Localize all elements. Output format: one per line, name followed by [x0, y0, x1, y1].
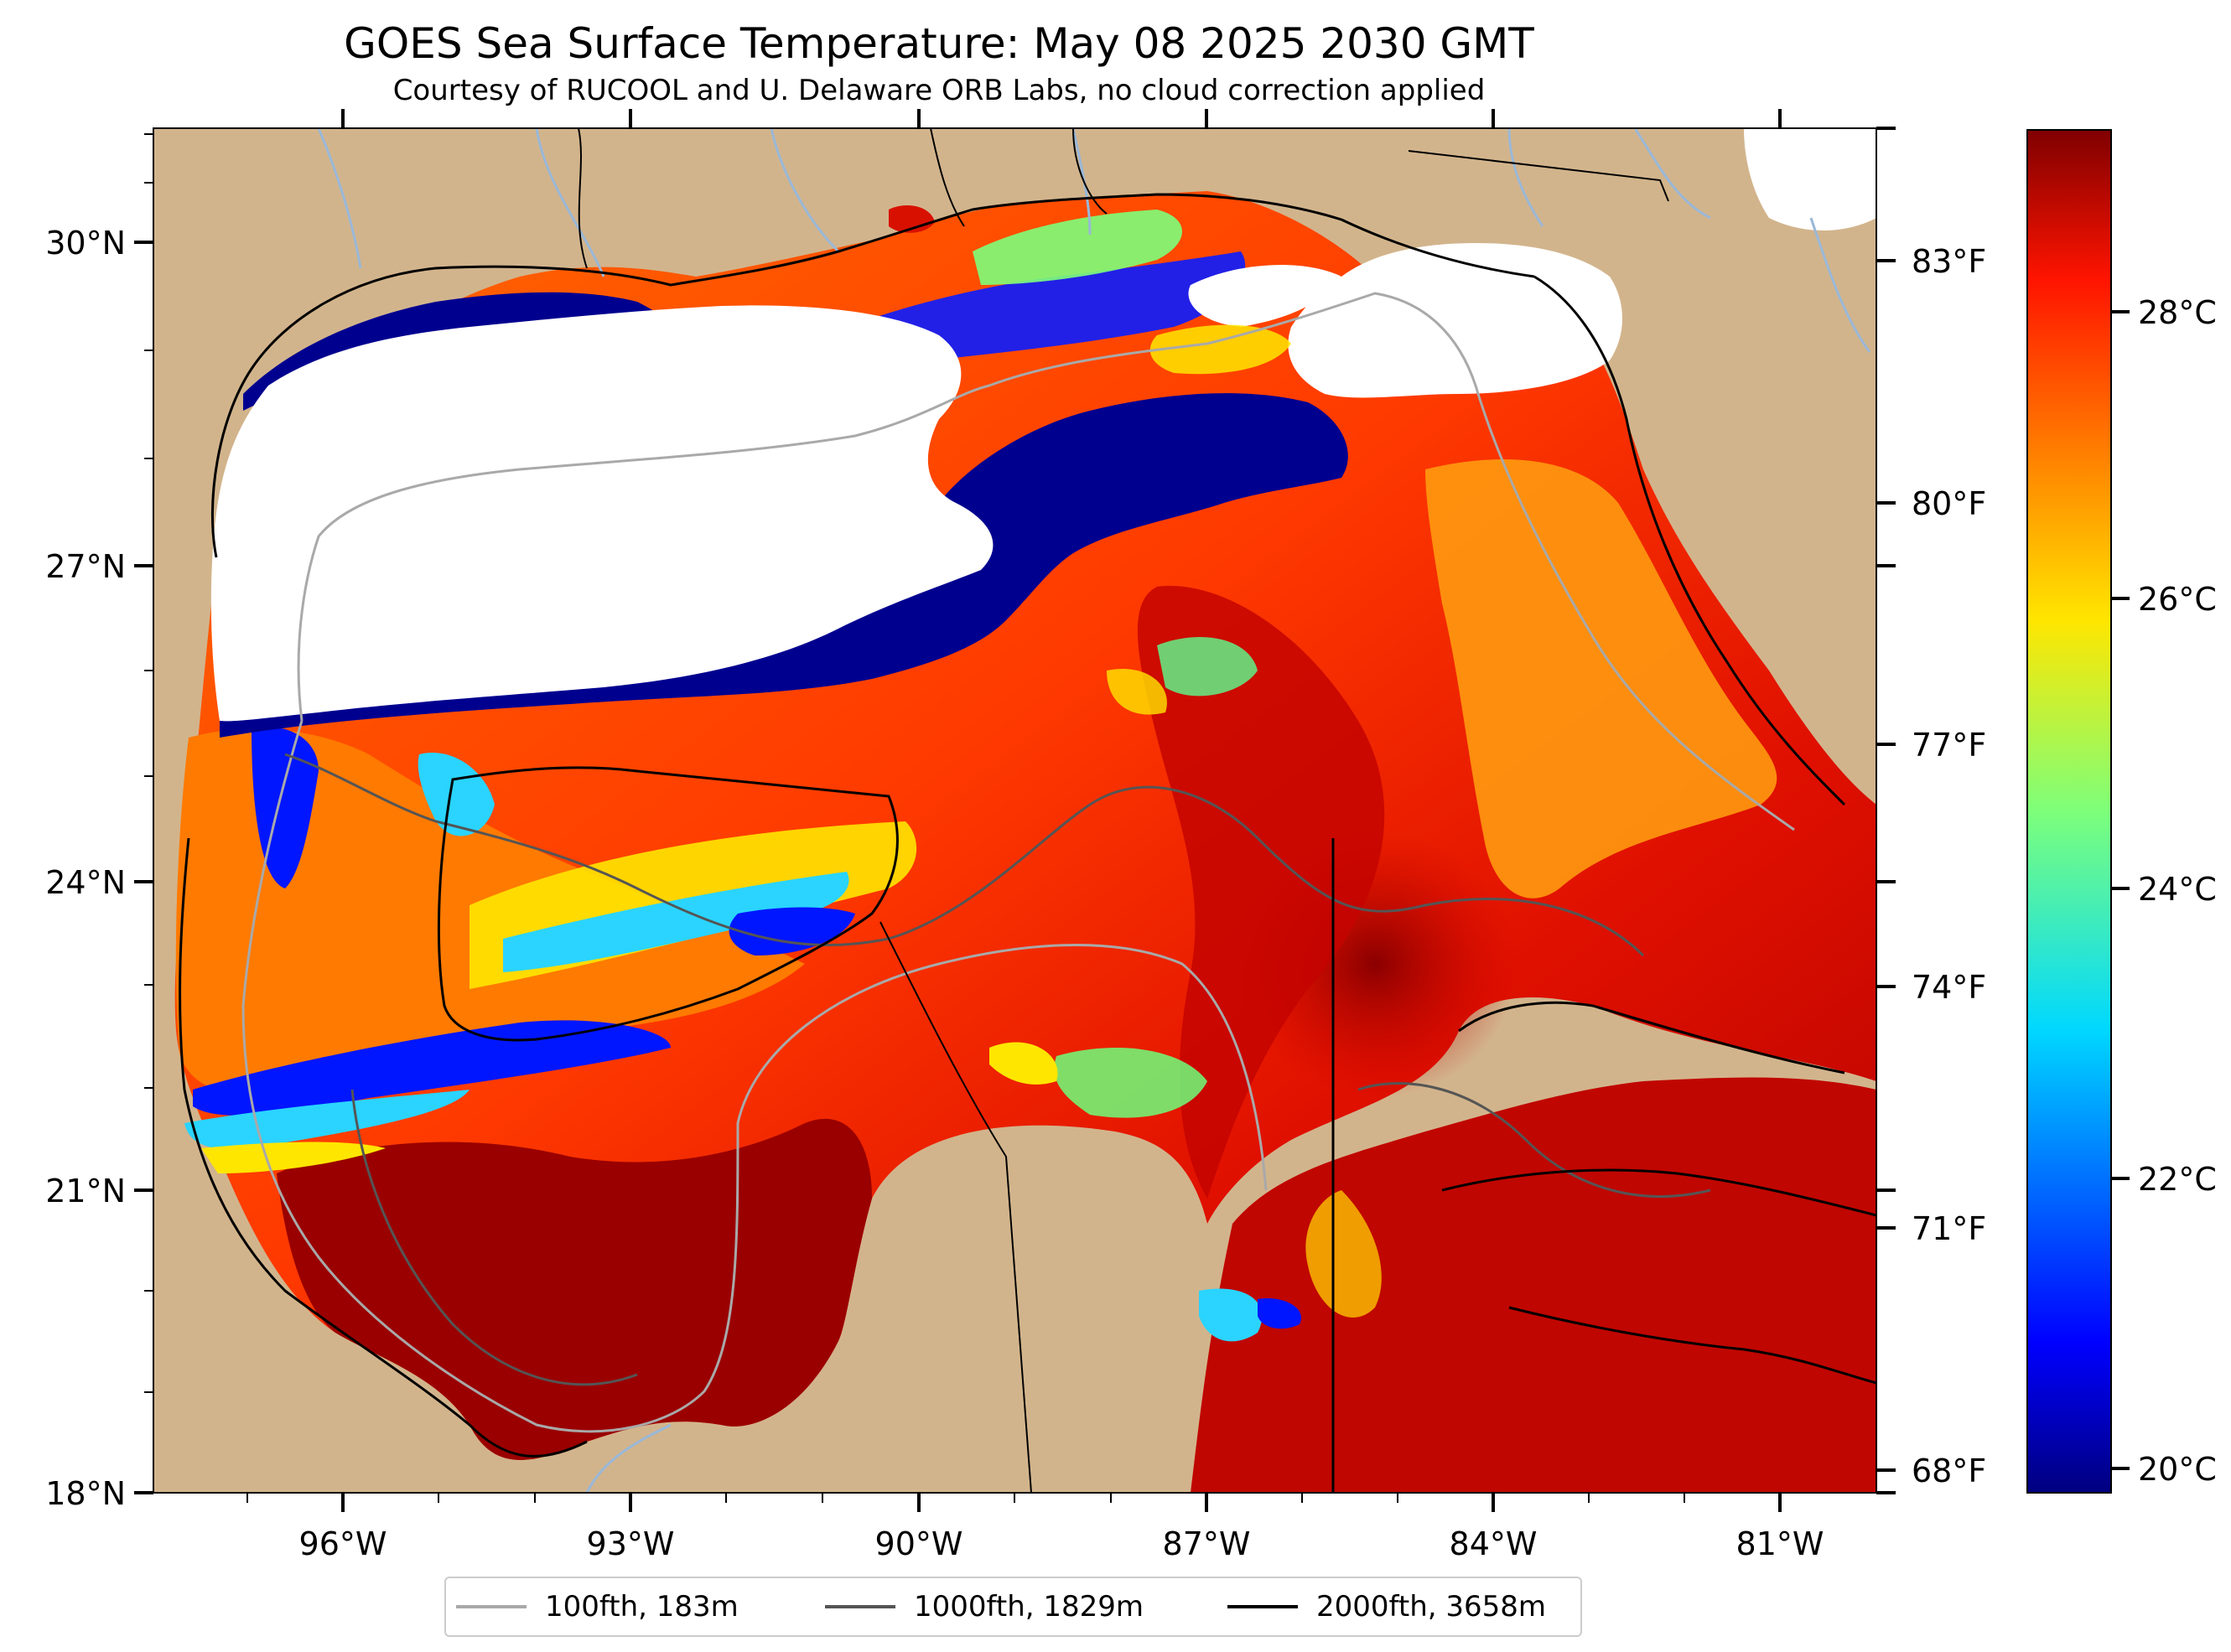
f-label-77: 77°F: [1912, 727, 1986, 764]
lon-minor-ticks-bottom: [246, 1493, 1685, 1503]
c-label-26: 26°C: [2138, 581, 2217, 618]
panhandle-yellow: [1149, 324, 1291, 375]
legend-label-100fth: 100fth, 183m: [545, 1590, 739, 1624]
c-label-22: 22°C: [2138, 1161, 2217, 1198]
cloud-northeast: [1288, 243, 1622, 398]
lat-label-21: 21°N: [45, 1173, 126, 1209]
lon-label-93: 93°W: [587, 1525, 675, 1562]
cool-streaks: [184, 637, 1301, 1342]
coastlines: [179, 193, 1846, 1493]
colorbar: [2026, 129, 2112, 1494]
cloud-west: [210, 305, 994, 722]
legend-swatch-100fth: [456, 1605, 527, 1608]
lat-label-24: 24°N: [45, 864, 126, 901]
lat-minor-ticks: [144, 133, 153, 1393]
cloud-neck: [1188, 265, 1341, 327]
map-title: GOES Sea Surface Temperature: May 08 202…: [344, 19, 1534, 68]
f-label-74: 74°F: [1912, 969, 1986, 1006]
rivers: [317, 128, 1871, 1493]
lon-label-96: 96°W: [299, 1525, 387, 1562]
legend-label-1000fth: 1000fth, 1829m: [914, 1590, 1144, 1624]
map-subtitle: Courtesy of RUCOOL and U. Delaware ORB L…: [392, 74, 1486, 107]
c-label-24: 24°C: [2138, 871, 2217, 908]
central-warm-band: [1137, 586, 1385, 1199]
colorbar-ticks: [2111, 310, 2130, 1470]
fahrenheit-ticks: [1876, 259, 1896, 1472]
contour-2000fth: [437, 766, 1876, 1385]
state-borders: [578, 128, 1669, 1493]
c-label-20: 20°C: [2138, 1451, 2217, 1488]
campeche-warm-pool: [277, 1118, 872, 1460]
lat-ticks-left: [134, 241, 153, 1494]
contour-legend: 100fth, 183m 1000fth, 1829m 2000fth, 365…: [444, 1577, 1582, 1637]
lon-ticks-bottom: [341, 1493, 1782, 1512]
legend-item-1000fth: 1000fth, 1829m: [825, 1578, 1144, 1635]
lat-ticks-right: [1876, 127, 1896, 1494]
legend-swatch-1000fth: [825, 1605, 895, 1608]
depth-contours: [241, 292, 1876, 1433]
f-label-71: 71°F: [1912, 1210, 1986, 1247]
la-shelf-band: [870, 251, 1246, 360]
lon-label-87: 87°W: [1163, 1525, 1251, 1562]
map-panel: [153, 128, 1876, 1493]
f-label-83: 83°F: [1912, 243, 1986, 280]
lat-label-18: 18°N: [45, 1475, 126, 1512]
c-label-28: 28°C: [2138, 294, 2217, 331]
lon-label-84: 84°W: [1450, 1525, 1538, 1562]
legend-label-2000fth: 2000fth, 3658m: [1316, 1590, 1547, 1624]
mississippi-plume-green: [973, 210, 1182, 285]
f-label-68: 68°F: [1912, 1453, 1986, 1489]
contour-100fth: [241, 292, 1795, 1433]
florida-shelf: [1425, 459, 1777, 899]
legend-item-2000fth: 2000fth, 3658m: [1227, 1578, 1546, 1635]
lon-label-90: 90°W: [875, 1525, 963, 1562]
contour-1000fth: [284, 753, 1711, 1386]
f-label-80: 80°F: [1912, 485, 1986, 522]
yucatan-channel-yellow: [1305, 1190, 1382, 1318]
north-cold-band: [220, 393, 1348, 738]
lat-label-30: 30°N: [45, 225, 126, 262]
cloud-ne-corner: [1744, 128, 1876, 230]
caribbean-water: [1191, 1077, 1876, 1493]
legend-item-100fth: 100fth, 183m: [456, 1578, 739, 1635]
lat-label-27: 27°N: [45, 548, 126, 585]
lon-label-81: 81°W: [1736, 1525, 1824, 1562]
lon-ticks-top: [341, 109, 1782, 128]
legend-swatch-2000fth: [1227, 1605, 1298, 1608]
